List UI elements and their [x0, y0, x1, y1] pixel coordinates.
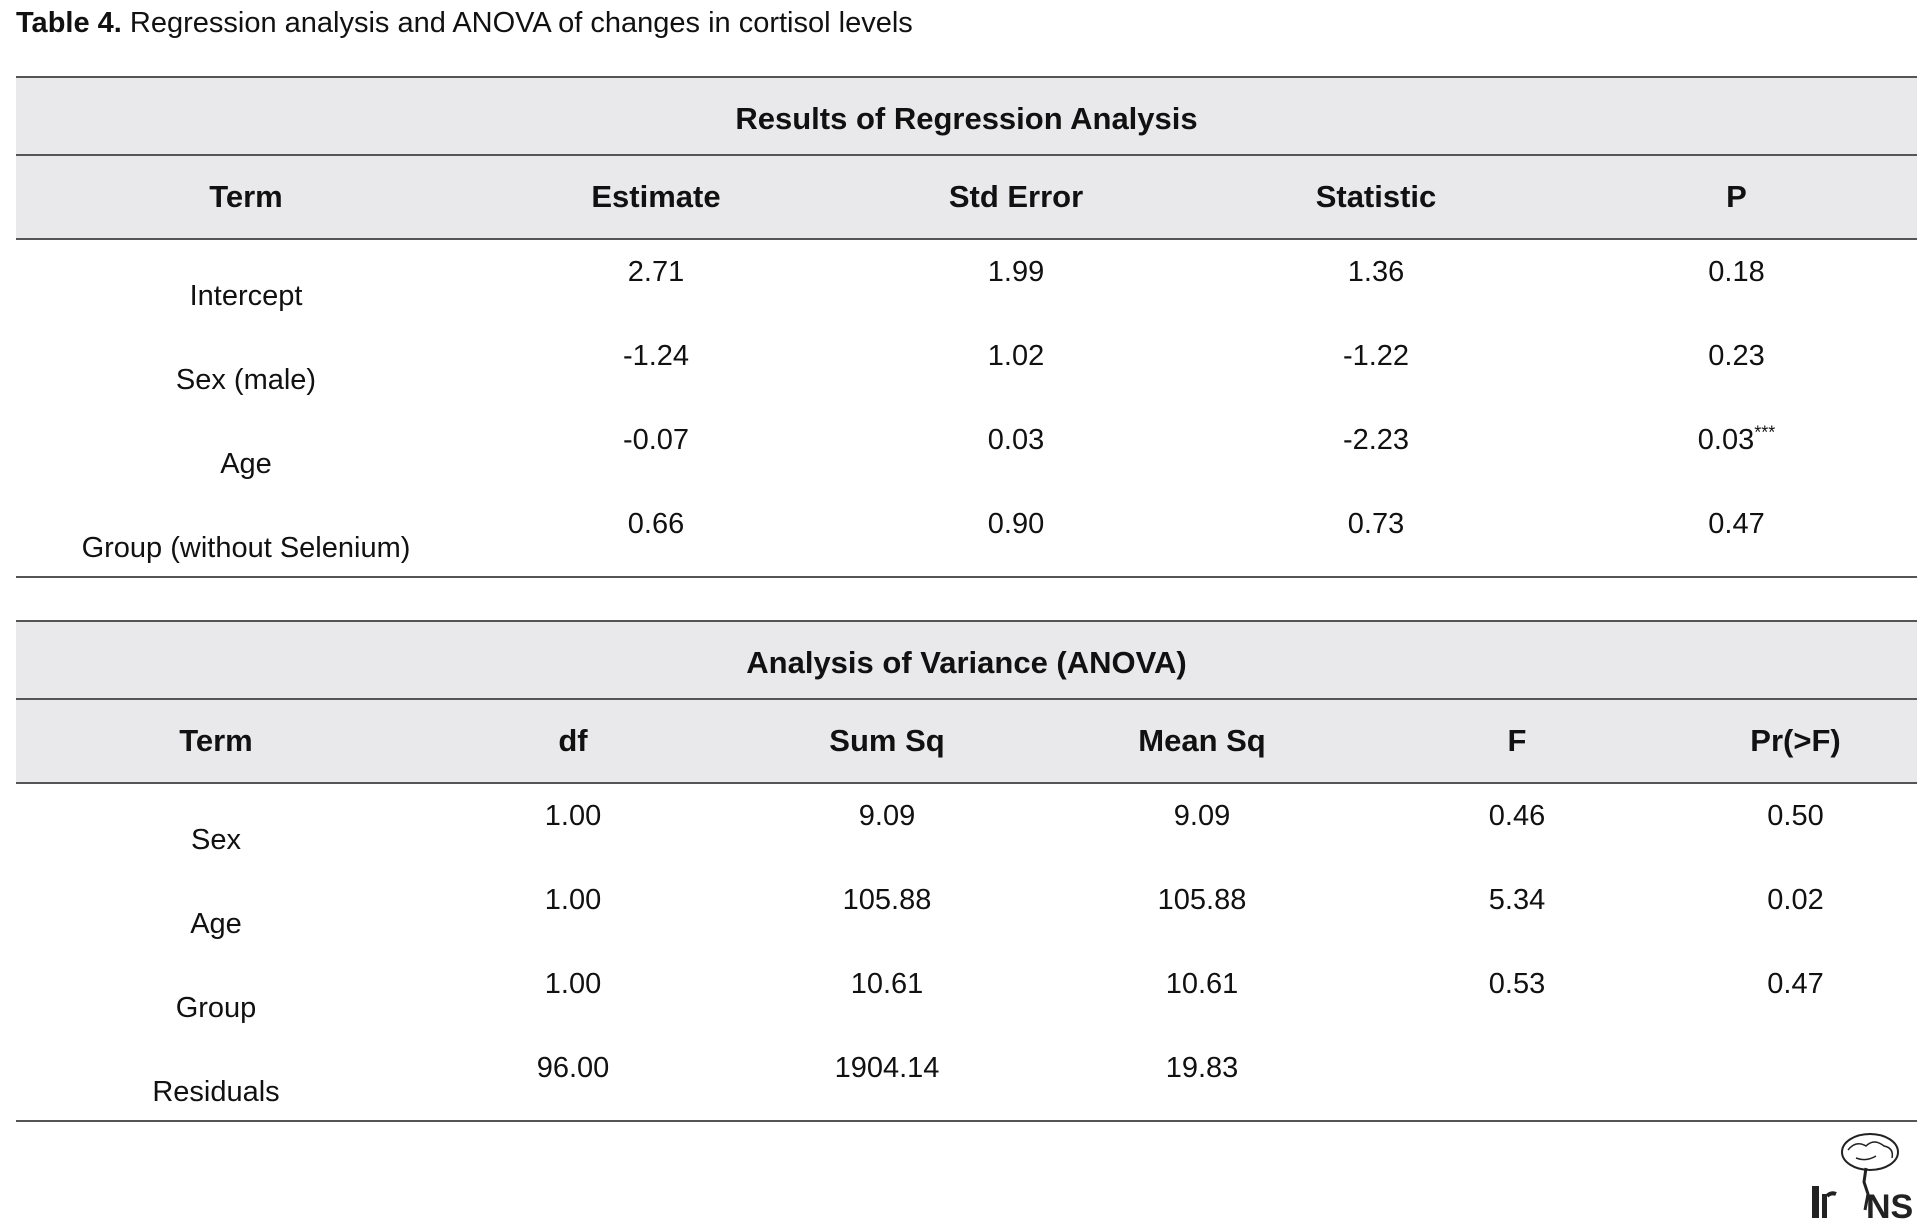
- row-p: 0.18: [1556, 240, 1917, 324]
- row-pr-f: [1674, 1036, 1917, 1120]
- row-term: Residuals: [152, 1076, 280, 1108]
- table-row: Group 1.00 10.61 10.61 0.53 0.47: [16, 952, 1917, 1036]
- row-mean-sq: 10.61: [1165, 968, 1239, 1000]
- header-std-error: Std Error: [948, 179, 1084, 214]
- row-df: 1.00: [544, 968, 602, 1000]
- row-estimate: 0.66: [627, 508, 685, 540]
- row-sum-sq: 9.09: [858, 800, 916, 832]
- regression-header-row: Term Estimate Std Error Statistic P: [16, 156, 1917, 240]
- p-value: 0.18: [1708, 256, 1765, 288]
- row-df: 1.00: [544, 800, 602, 832]
- header-f: F: [1507, 723, 1527, 758]
- table-row: Sex (male) -1.24 1.02 -1.22 0.23: [16, 324, 1917, 408]
- row-term: Group: [175, 992, 257, 1024]
- row-pr-f: 0.02: [1767, 884, 1824, 916]
- anova-header-row: Term df Sum Sq Mean Sq F Pr(>F): [16, 700, 1917, 784]
- row-std-error: 0.03: [987, 424, 1045, 456]
- row-f: 0.53: [1488, 968, 1546, 1000]
- header-pr-f: Pr(>F): [1750, 723, 1841, 758]
- regression-body: Intercept 2.71 1.99 1.36 0.18 Sex (male)…: [16, 240, 1917, 578]
- row-statistic: -1.22: [1342, 340, 1410, 372]
- row-std-error: 0.90: [987, 508, 1045, 540]
- p-value: 0.03: [1697, 424, 1755, 456]
- row-term: Intercept: [189, 280, 303, 312]
- row-std-error: 1.99: [987, 256, 1045, 288]
- header-estimate: Estimate: [591, 179, 721, 214]
- row-statistic: 1.36: [1347, 256, 1405, 288]
- row-p: 0.47: [1556, 492, 1917, 576]
- row-sum-sq: 10.61: [850, 968, 924, 1000]
- header-statistic: Statistic: [1315, 179, 1437, 214]
- row-p: 0.23: [1556, 324, 1917, 408]
- row-estimate: -0.07: [622, 424, 690, 456]
- journal-logo-icon: NS: [1812, 1133, 1913, 1220]
- row-f: 5.34: [1488, 884, 1546, 916]
- row-estimate: 2.71: [627, 256, 685, 288]
- row-pr-f: 0.50: [1767, 800, 1824, 832]
- row-f: [1360, 1036, 1674, 1120]
- row-term: Age: [190, 908, 242, 940]
- row-statistic: -2.23: [1342, 424, 1410, 456]
- header-sum-sq: Sum Sq: [829, 723, 945, 758]
- table-caption: Table 4. Regression analysis and ANOVA o…: [16, 4, 913, 42]
- table-row: Age 1.00 105.88 105.88 5.34 0.02: [16, 868, 1917, 952]
- row-term: Sex (male): [175, 364, 317, 396]
- significance-mark: ***: [1754, 422, 1776, 443]
- table-row: Residuals 96.00 1904.14 19.83: [16, 1036, 1917, 1120]
- row-statistic: 0.73: [1347, 508, 1405, 540]
- row-f: 0.46: [1488, 800, 1546, 832]
- row-std-error: 1.02: [987, 340, 1045, 372]
- table-label: Table 4.: [16, 7, 122, 39]
- table-row: Age -0.07 0.03 -2.23 0.03***: [16, 408, 1917, 492]
- row-p: 0.03***: [1556, 408, 1917, 492]
- header-term: Term: [209, 179, 283, 214]
- row-pr-f: 0.47: [1767, 968, 1824, 1000]
- p-value: 0.47: [1708, 508, 1765, 540]
- row-mean-sq: 105.88: [1157, 884, 1247, 916]
- regression-table: Results of Regression Analysis Term Esti…: [16, 76, 1917, 578]
- table-row: Sex 1.00 9.09 9.09 0.46 0.50: [16, 784, 1917, 868]
- row-term: Age: [220, 448, 272, 480]
- header-p: P: [1726, 179, 1747, 214]
- table-row: Group (without Selenium) 0.66 0.90 0.73 …: [16, 492, 1917, 576]
- header-df: df: [558, 723, 588, 758]
- row-sum-sq: 1904.14: [834, 1052, 940, 1084]
- row-mean-sq: 9.09: [1173, 800, 1231, 832]
- p-value: 0.23: [1708, 340, 1765, 372]
- row-sum-sq: 105.88: [842, 884, 932, 916]
- header-mean-sq: Mean Sq: [1138, 723, 1266, 758]
- anova-table: Analysis of Variance (ANOVA) Term df Sum…: [16, 620, 1917, 1122]
- row-term: Sex: [191, 824, 241, 856]
- row-estimate: -1.24: [622, 340, 690, 372]
- row-df: 1.00: [544, 884, 602, 916]
- header-term: Term: [179, 723, 253, 758]
- row-mean-sq: 19.83: [1165, 1052, 1239, 1084]
- table-caption-text: Regression analysis and ANOVA of changes…: [121, 7, 913, 39]
- anova-body: Sex 1.00 9.09 9.09 0.46 0.50 Age 1.00 10…: [16, 784, 1917, 1122]
- row-df: 96.00: [536, 1052, 610, 1084]
- table-row: Intercept 2.71 1.99 1.36 0.18: [16, 240, 1917, 324]
- anova-title: Analysis of Variance (ANOVA): [16, 620, 1917, 700]
- svg-text:NS: NS: [1866, 1188, 1913, 1220]
- regression-title: Results of Regression Analysis: [16, 76, 1917, 156]
- row-term: Group (without Selenium): [81, 532, 411, 564]
